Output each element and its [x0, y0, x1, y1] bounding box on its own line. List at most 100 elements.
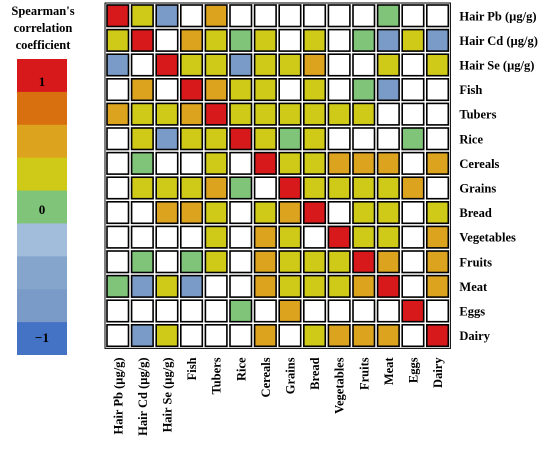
heatmap-cell: [229, 176, 253, 200]
heatmap-cell: [229, 53, 253, 77]
heatmap-cell: [155, 4, 179, 28]
column-label: Hair Cd (µg/g): [136, 357, 150, 436]
column-label: Grains: [284, 357, 298, 394]
heatmap-cell: [253, 102, 277, 126]
heatmap-cell: [106, 323, 130, 348]
legend-label-zero: 0: [38, 202, 46, 217]
heatmap-cell: [425, 4, 450, 28]
heatmap-cell: [229, 274, 253, 298]
color-bar-step: [17, 322, 67, 355]
legend-label-max: 1: [38, 74, 46, 89]
heatmap-cell: [130, 28, 154, 52]
heatmap-cell: [278, 250, 302, 274]
heatmap-cell: [106, 201, 130, 225]
heatmap-cell: [376, 28, 400, 52]
row-label: Fish: [459, 83, 482, 97]
heatmap-cell: [253, 250, 277, 274]
heatmap-cell: [253, 127, 277, 151]
heatmap-cell: [278, 274, 302, 298]
heatmap-cell: [352, 53, 376, 77]
heatmap-cell: [302, 127, 327, 151]
heatmap-cell: [130, 4, 154, 28]
heatmap-cell: [155, 299, 179, 323]
row-label: Meat: [459, 280, 488, 294]
row-label: Vegetables: [459, 231, 516, 245]
heatmap-cell: [425, 151, 450, 175]
heatmap-cell: [130, 151, 154, 175]
heatmap-cell: [155, 151, 179, 175]
column-label: Cereals: [259, 357, 273, 397]
heatmap-cell: [352, 78, 376, 102]
heatmap-cell: [327, 323, 351, 348]
heatmap-cell: [204, 250, 228, 274]
heatmap-cell: [229, 102, 253, 126]
heatmap-cell: [278, 299, 302, 323]
heatmap-cell: [401, 323, 425, 348]
heatmap-cell: [352, 250, 376, 274]
heatmap-cell: [302, 176, 327, 200]
heatmap-cell: [204, 127, 228, 151]
column-label: Fruits: [357, 357, 371, 390]
heatmap-cell: [180, 102, 204, 126]
heatmap-cell: [352, 299, 376, 323]
heatmap-cell: [204, 299, 228, 323]
heatmap-cell: [130, 250, 154, 274]
column-label: Tubers: [210, 357, 224, 394]
heatmap-cell: [130, 274, 154, 298]
heatmap-cell: [425, 78, 450, 102]
legend-title-line: Spearman's: [11, 4, 75, 18]
legend-label-min: −1: [35, 330, 49, 345]
heatmap-cell: [302, 323, 327, 348]
heatmap-cell: [425, 127, 450, 151]
heatmap-cell: [352, 102, 376, 126]
heatmap-cell: [278, 151, 302, 175]
heatmap-cell: [229, 4, 253, 28]
heatmap-cell: [253, 151, 277, 175]
heatmap-cell: [425, 102, 450, 126]
heatmap-cell: [376, 323, 400, 348]
heatmap-cell: [352, 4, 376, 28]
row-label: Rice: [459, 132, 483, 146]
heatmap-cell: [376, 151, 400, 175]
row-label: Hair Se (µg/g): [459, 59, 534, 73]
heatmap-cell: [352, 323, 376, 348]
column-label: Fish: [185, 357, 199, 380]
heatmap-cell: [401, 4, 425, 28]
heatmap-cell: [401, 28, 425, 52]
legend-title: Spearman's correlation coefficient: [2, 3, 84, 54]
heatmap-cell: [401, 176, 425, 200]
heatmap-cell: [155, 78, 179, 102]
heatmap-cell: [327, 28, 351, 52]
heatmap-cell: [376, 299, 400, 323]
heatmap-cell: [425, 274, 450, 298]
heatmap-cell: [302, 225, 327, 249]
heatmap-cell: [180, 250, 204, 274]
heatmap-cell: [425, 323, 450, 348]
heatmap-cell: [229, 323, 253, 348]
color-bar-step: [17, 91, 67, 126]
heatmap-cell: [327, 201, 351, 225]
row-label: Grains: [459, 182, 496, 196]
heatmap-cell: [180, 176, 204, 200]
heatmap-cell: [180, 53, 204, 77]
heatmap-cell: [376, 176, 400, 200]
heatmap-cell: [327, 4, 351, 28]
heatmap-cell: [278, 53, 302, 77]
heatmap-cell: [155, 176, 179, 200]
heatmap-cell: [352, 151, 376, 175]
heatmap-cell: [425, 53, 450, 77]
heatmap-frame: [104, 2, 451, 349]
color-bar: [17, 59, 67, 355]
heatmap-cell: [106, 151, 130, 175]
heatmap-cell: [302, 78, 327, 102]
heatmap-cell: [130, 127, 154, 151]
heatmap-cell: [302, 250, 327, 274]
heatmap-cell: [155, 28, 179, 52]
heatmap-cell: [106, 225, 130, 249]
heatmap-cell: [401, 250, 425, 274]
heatmap-cell: [253, 78, 277, 102]
heatmap-cell: [327, 102, 351, 126]
heatmap-cell: [302, 151, 327, 175]
heatmap-cell: [401, 127, 425, 151]
heatmap-cell: [130, 53, 154, 77]
